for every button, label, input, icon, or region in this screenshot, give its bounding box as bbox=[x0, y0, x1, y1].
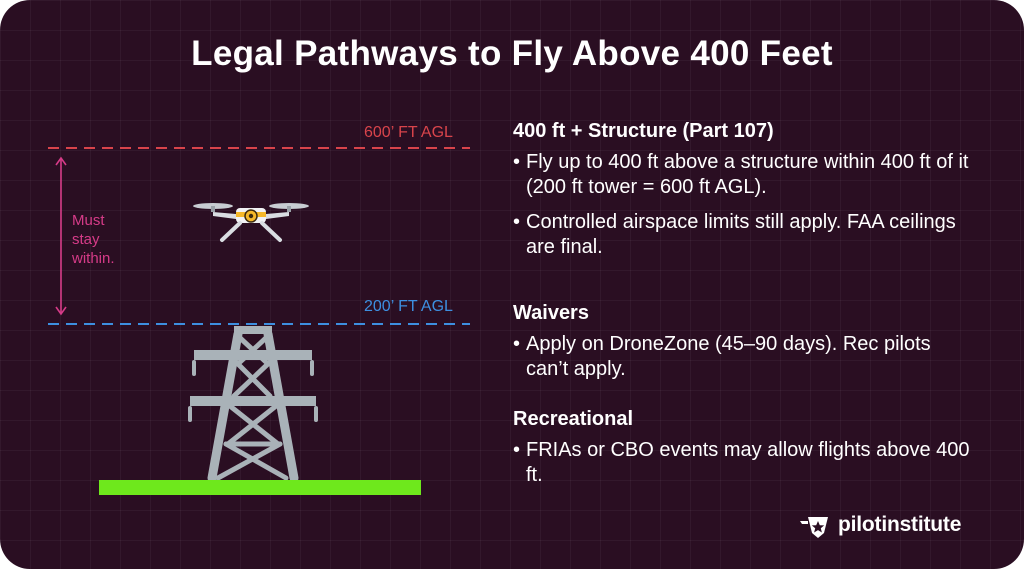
upper-altitude-label: 600’ FT AGL bbox=[364, 124, 453, 141]
bullet-item: Fly up to 400 ft above a structure withi… bbox=[513, 150, 973, 200]
ground-bar bbox=[99, 480, 421, 495]
bullet-item: Controlled airspace limits still apply. … bbox=[513, 210, 973, 260]
bullet-item: Apply on DroneZone (45–90 days). Rec pil… bbox=[513, 332, 973, 382]
range-note: Must stay within. bbox=[72, 211, 115, 268]
section-heading: Recreational bbox=[513, 408, 634, 430]
range-note-line: within. bbox=[72, 250, 115, 267]
brand-logo: pilotinstitute bbox=[806, 512, 961, 538]
section-recreational: Recreational FRIAs or CBO events may all… bbox=[513, 408, 973, 498]
bullet-item: FRIAs or CBO events may allow flights ab… bbox=[513, 438, 973, 488]
lower-altitude-label: 200’ FT AGL bbox=[364, 298, 453, 315]
drone-icon bbox=[193, 203, 309, 242]
range-note-line: stay bbox=[72, 231, 100, 248]
transmission-tower-icon bbox=[188, 326, 318, 483]
section-heading: 400 ft + Structure (Part 107) bbox=[513, 120, 774, 142]
page-title: Legal Pathways to Fly Above 400 Feet bbox=[191, 34, 833, 73]
section-structure: 400 ft + Structure (Part 107) Fly up to … bbox=[513, 120, 973, 270]
brand-name: pilotinstitute bbox=[838, 513, 962, 536]
range-note-line: Must bbox=[72, 212, 105, 229]
section-waivers: Waivers Apply on DroneZone (45–90 days).… bbox=[513, 302, 973, 392]
range-arrow bbox=[55, 156, 67, 316]
section-heading: Waivers bbox=[513, 302, 589, 324]
star-wing-logo-icon bbox=[800, 517, 828, 538]
